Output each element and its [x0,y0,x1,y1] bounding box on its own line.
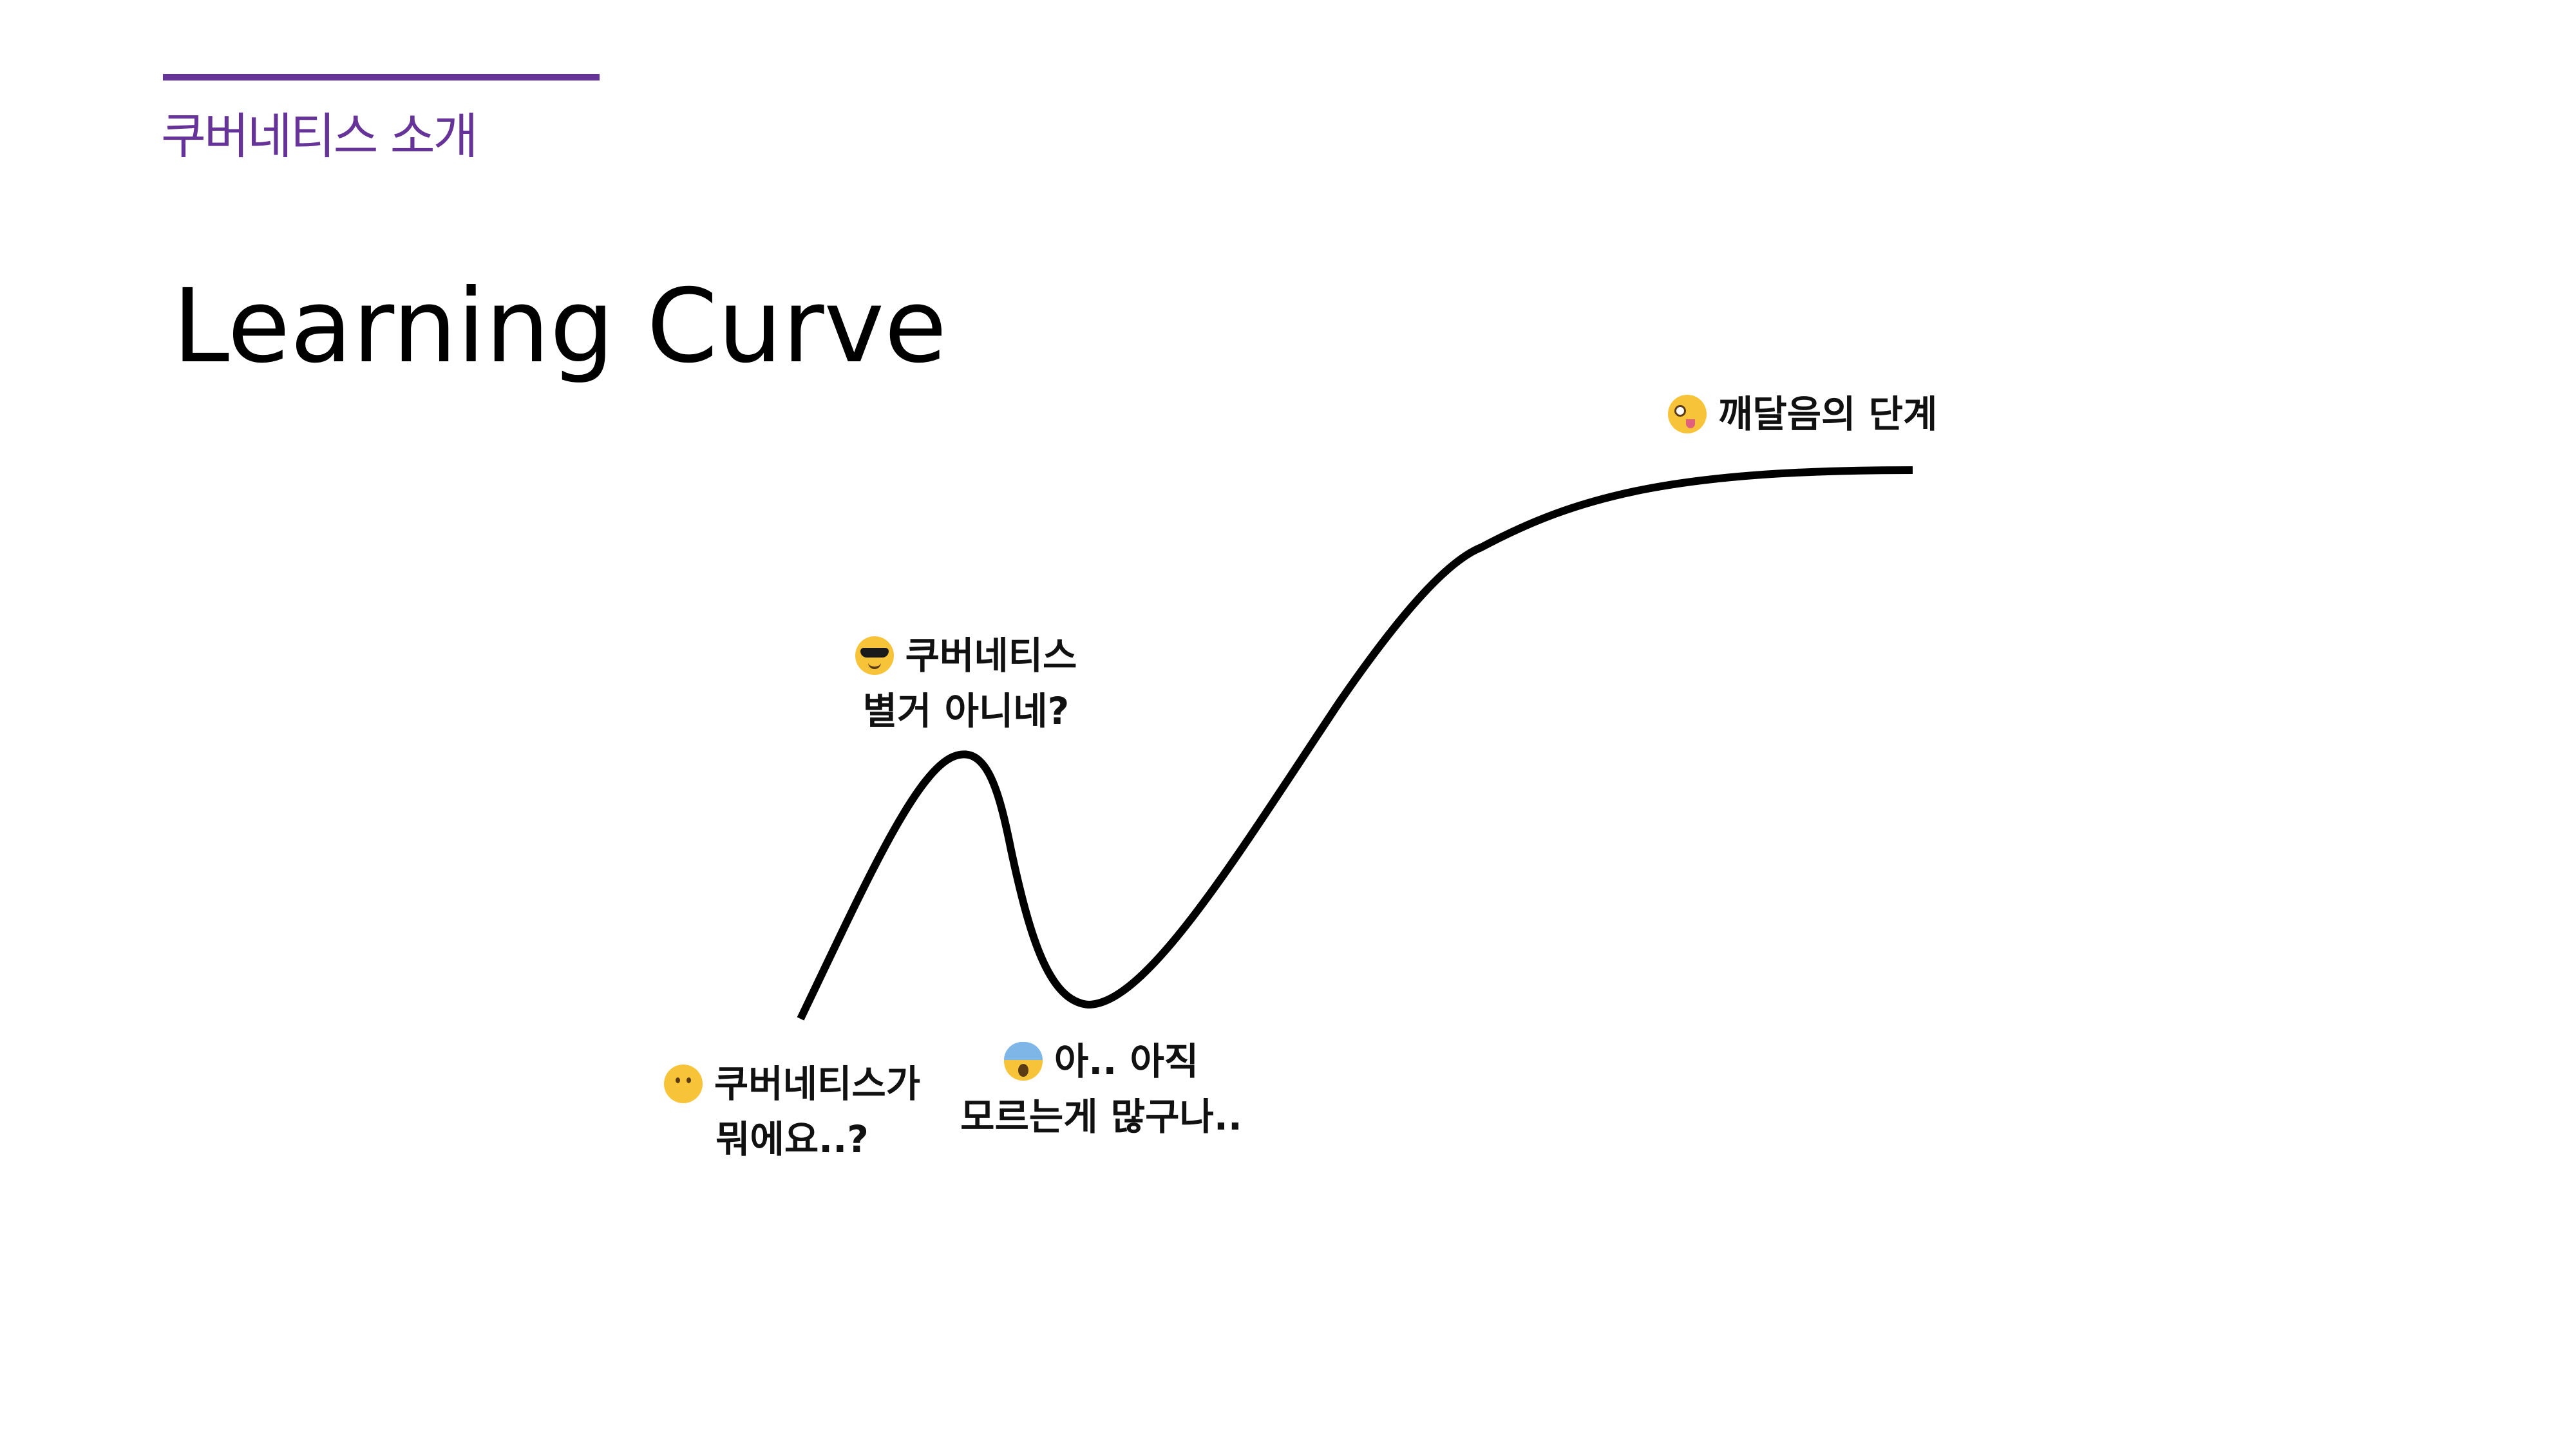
stage-enlightenment: 깨달음의 단계 [1668,386,1964,442]
stage-beginner: 쿠버네티스가 뭐에요..? [657,1056,927,1167]
screaming-face-icon [1003,1042,1043,1081]
stage-overconfident-text1: 쿠버네티스 [905,634,1077,677]
slide-title: Learning Curve [173,267,947,386]
stage-valley: 아.. 아직 모르는게 많구나.. [953,1034,1249,1144]
stage-beginner-text2: 뭐에요..? [715,1117,869,1161]
stage-beginner-text1: 쿠버네티스가 [714,1062,921,1106]
learning-curve-line [797,466,1913,1021]
stage-enlightenment-line1: 깨달음의 단계 [1668,386,1964,442]
stage-valley-text2: 모르는게 많구나.. [960,1095,1242,1139]
section-title: 쿠버네티스 소개 [161,108,478,165]
stage-valley-line1: 아.. 아직 [953,1034,1249,1089]
stage-overconfident-line1: 쿠버네티스 [837,628,1095,683]
stage-overconfident: 쿠버네티스 별거 아니네? [837,628,1095,739]
zany-face-icon [1668,395,1707,433]
cool-sunglasses-face-icon [855,636,894,675]
section-accent-line [163,74,600,80]
thinking-face-icon [663,1065,703,1103]
stage-overconfident-text2: 별거 아니네? [862,689,1070,733]
stage-valley-text1: 아.. 아직 [1054,1039,1199,1083]
stage-beginner-line1: 쿠버네티스가 [657,1056,927,1112]
stage-enlightenment-text1: 깨달음의 단계 [1718,392,1938,436]
